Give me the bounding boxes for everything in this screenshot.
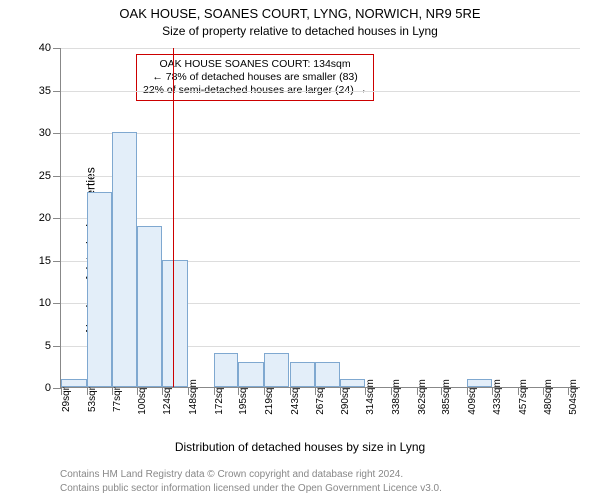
plot-area: OAK HOUSE SOANES COURT: 134sqm ← 78% of … xyxy=(60,48,580,388)
y-tick xyxy=(53,133,61,134)
y-tick-label: 35 xyxy=(39,85,51,97)
x-tick-label: 433sqm xyxy=(492,379,503,415)
x-tick-label: 338sqm xyxy=(391,379,402,415)
x-tick-label: 362sqm xyxy=(417,379,428,415)
y-tick xyxy=(53,388,61,389)
x-tick-label: 314sqm xyxy=(365,379,376,415)
y-tick-label: 15 xyxy=(39,255,51,267)
y-tick xyxy=(53,303,61,304)
marker-legend: OAK HOUSE SOANES COURT: 134sqm ← 78% of … xyxy=(136,54,374,101)
y-tick-label: 25 xyxy=(39,170,51,182)
y-tick xyxy=(53,218,61,219)
histogram-bar xyxy=(238,362,264,388)
x-tick-label: 457sqm xyxy=(518,379,529,415)
y-tick xyxy=(53,176,61,177)
x-tick-label: 480sqm xyxy=(543,379,554,415)
legend-line1: OAK HOUSE SOANES COURT: 134sqm xyxy=(143,58,367,71)
gridline xyxy=(61,176,580,177)
histogram-bar xyxy=(87,192,113,388)
histogram-bar xyxy=(467,379,493,388)
x-tick-label: 504sqm xyxy=(568,379,579,415)
y-tick xyxy=(53,91,61,92)
y-tick xyxy=(53,48,61,49)
y-tick-label: 30 xyxy=(39,127,51,139)
chart-title-main: OAK HOUSE, SOANES COURT, LYNG, NORWICH, … xyxy=(0,6,600,21)
y-tick-label: 40 xyxy=(39,42,51,54)
x-tick-label: 148sqm xyxy=(188,379,199,415)
reference-line xyxy=(173,48,174,387)
x-axis-label: Distribution of detached houses by size … xyxy=(0,440,600,454)
chart-title-sub: Size of property relative to detached ho… xyxy=(0,24,600,38)
footer-line-2: Contains public sector information licen… xyxy=(60,483,442,494)
histogram-bar xyxy=(340,379,366,388)
y-tick xyxy=(53,261,61,262)
histogram-bar xyxy=(214,353,239,387)
histogram-bar xyxy=(290,362,316,388)
gridline xyxy=(61,218,580,219)
y-tick-label: 5 xyxy=(45,340,51,352)
histogram-bar xyxy=(137,226,163,388)
y-tick-label: 10 xyxy=(39,297,51,309)
footer-line-1: Contains HM Land Registry data © Crown c… xyxy=(60,469,403,480)
histogram-bar xyxy=(112,132,137,387)
histogram-bar xyxy=(162,260,188,388)
gridline xyxy=(61,91,580,92)
gridline xyxy=(61,48,580,49)
histogram-bar xyxy=(264,353,290,387)
y-tick-label: 20 xyxy=(39,212,51,224)
gridline xyxy=(61,133,580,134)
y-tick-label: 0 xyxy=(45,382,51,394)
chart-container: OAK HOUSE, SOANES COURT, LYNG, NORWICH, … xyxy=(0,0,600,500)
x-tick-label: 385sqm xyxy=(441,379,452,415)
histogram-bar xyxy=(315,362,340,388)
y-tick xyxy=(53,346,61,347)
legend-line2: ← 78% of detached houses are smaller (83… xyxy=(143,71,367,84)
histogram-bar xyxy=(61,379,87,388)
